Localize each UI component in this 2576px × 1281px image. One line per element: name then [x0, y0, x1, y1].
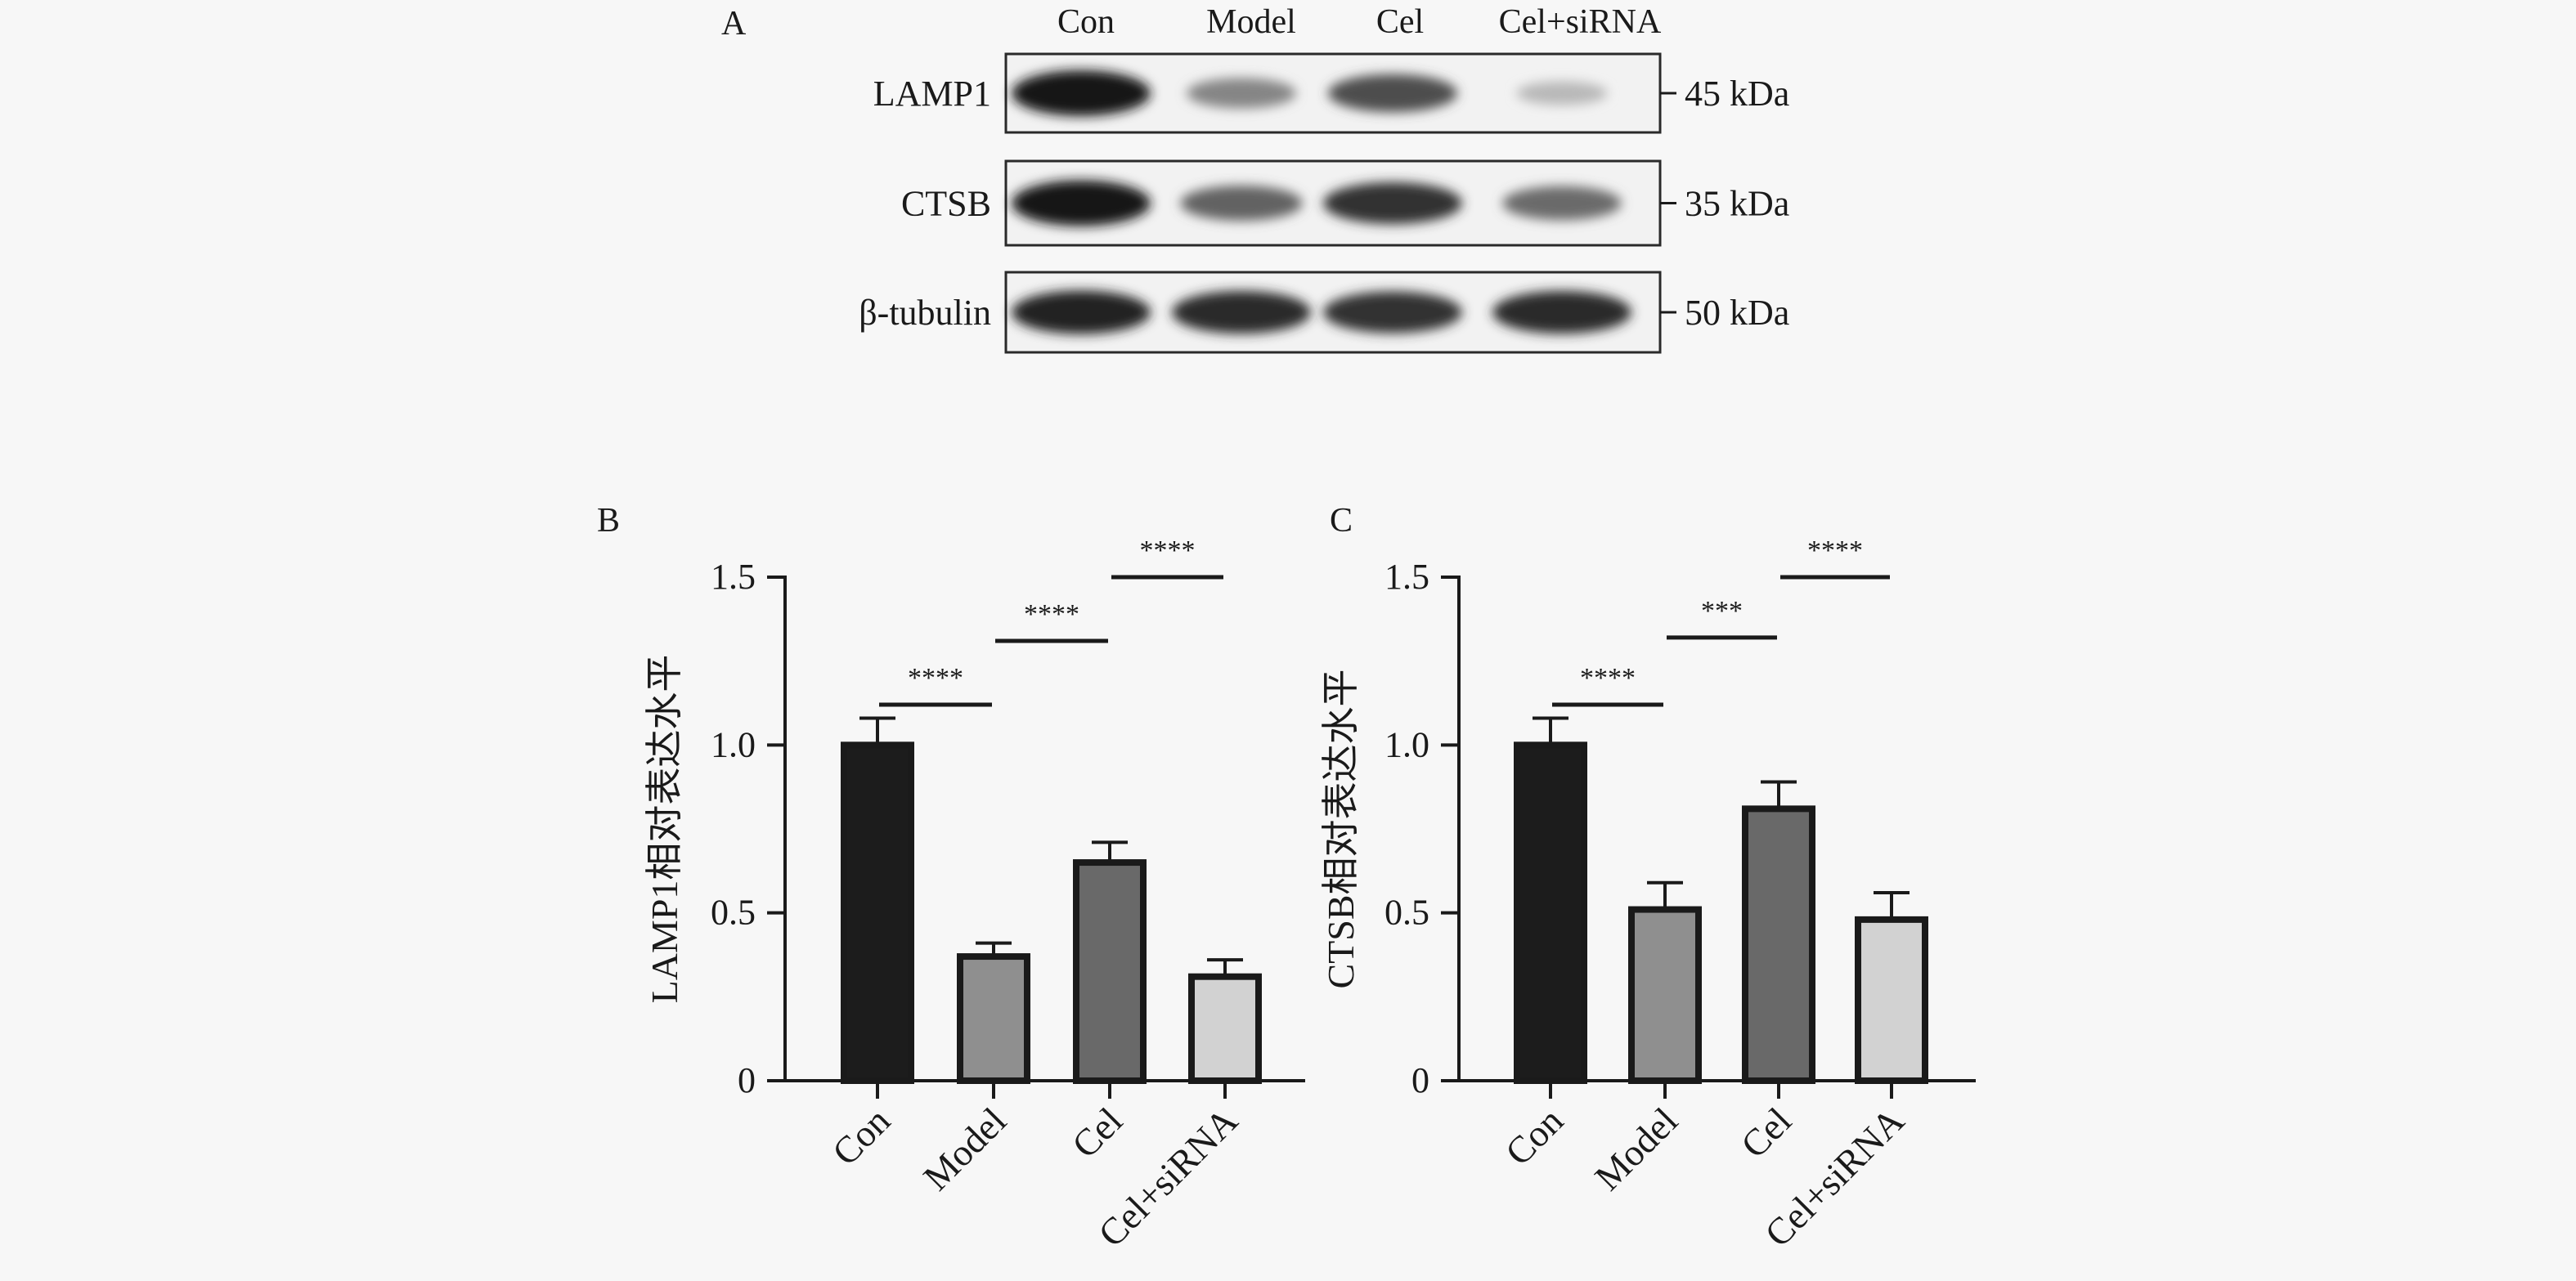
blot-band — [1323, 181, 1462, 225]
significance-label: **** — [1807, 535, 1863, 566]
bar-con — [841, 741, 914, 1084]
blot-band — [1012, 70, 1151, 116]
x-tick-label: Cel — [1733, 1100, 1799, 1166]
blot-size-label: 50 kDa — [1685, 293, 1789, 333]
bar-con — [1514, 741, 1587, 1084]
blot-row-lamp1: LAMP1 45 kDa — [873, 52, 1789, 134]
blot-size-label: 35 kDa — [1685, 184, 1789, 224]
blot-band — [1323, 291, 1462, 334]
blot-band — [1180, 185, 1303, 222]
blot-band — [1327, 74, 1458, 113]
blot-row-ctsb: CTSB 35 kDa — [901, 159, 1789, 247]
blot-size-label: 45 kDa — [1685, 74, 1789, 114]
x-tick-label: Con — [1497, 1100, 1571, 1173]
bar-model — [957, 953, 1030, 1085]
blot-row--tubulin: β-tubulin 50 kDa — [859, 271, 1789, 354]
panel-label-c: C — [1330, 502, 1353, 540]
blot-protein-label: CTSB — [901, 184, 991, 224]
significance-label: *** — [1701, 596, 1743, 626]
significance-label: **** — [1140, 535, 1196, 566]
blot-band — [1187, 78, 1296, 109]
panel-label-b: B — [597, 502, 620, 540]
bar-cel — [1073, 859, 1147, 1084]
x-tick-label: Model — [1586, 1100, 1685, 1198]
y-tick-label: 0.5 — [711, 893, 756, 933]
blot-protein-label: LAMP1 — [873, 74, 991, 114]
panel-label-a: A — [721, 5, 747, 43]
y-tick-label: 0 — [738, 1060, 756, 1100]
bar-cel-sirna — [1188, 973, 1262, 1085]
y-tick-label: 1.5 — [1384, 557, 1429, 597]
bar-cel — [1742, 805, 1815, 1084]
blot-band — [1516, 81, 1608, 105]
blot-band — [1012, 290, 1151, 334]
blot-rows: LAMP1 45 kDa CTSB 35 kDa β-tubulin 50 kDa — [859, 52, 1789, 354]
blot-band — [1492, 290, 1631, 334]
significance-label: **** — [908, 663, 963, 693]
blot-lane-label: Model — [1206, 3, 1296, 41]
blot-lane-label: Cel — [1376, 3, 1424, 41]
y-tick-label: 1.0 — [1384, 724, 1429, 764]
blot-band — [1012, 180, 1151, 226]
x-tick-label: Model — [915, 1100, 1014, 1198]
y-axis-label: CTSB相对表达水平 — [1320, 669, 1362, 988]
y-tick-label: 1.0 — [711, 724, 756, 764]
blot-lane-label: Cel+siRNA — [1499, 3, 1662, 41]
y-tick-label: 1.5 — [711, 557, 756, 597]
western-blot-panel: A Con Model Cel Cel+siRNA LAMP1 45 kDa CTSB 35… — [721, 3, 1789, 354]
blot-band — [1502, 186, 1622, 221]
y-axis-label: LAMP1相对表达水平 — [644, 655, 685, 1004]
significance-label: **** — [1024, 599, 1079, 629]
x-tick-label: Con — [824, 1100, 898, 1173]
blot-protein-label: β-tubulin — [859, 293, 991, 333]
bar-cel-sirna — [1855, 916, 1928, 1084]
y-tick-label: 0.5 — [1384, 893, 1429, 933]
blot-lane-label: Con — [1057, 3, 1115, 41]
blot-band — [1172, 290, 1311, 334]
y-tick-label: 0 — [1411, 1060, 1429, 1100]
bar-model — [1628, 906, 1702, 1085]
x-tick-label: Cel — [1064, 1100, 1130, 1166]
significance-label: **** — [1580, 663, 1636, 693]
lane-headers: Con Model Cel Cel+siRNA — [1057, 3, 1662, 41]
